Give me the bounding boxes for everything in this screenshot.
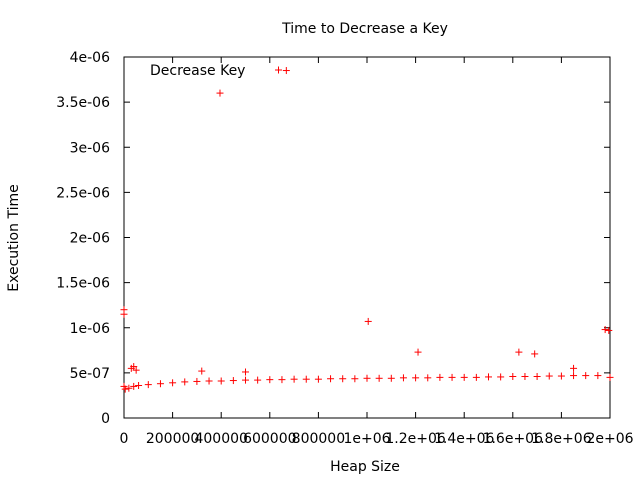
data-point — [351, 375, 359, 383]
data-point — [436, 373, 444, 381]
data-point — [144, 381, 152, 389]
data-point — [531, 350, 539, 358]
x-tick-label: 600000 — [243, 431, 296, 447]
data-point — [169, 379, 177, 387]
legend: Decrease Key — [150, 63, 282, 79]
data-point — [282, 67, 290, 75]
data-point — [327, 375, 335, 383]
data-point — [606, 373, 614, 381]
y-tick-label: 3.5e-06 — [56, 95, 110, 111]
data-point — [198, 367, 206, 375]
legend-label-decrease-key: Decrease Key — [150, 63, 245, 79]
data-point — [594, 372, 602, 380]
data-point — [460, 373, 468, 381]
data-point — [414, 348, 422, 356]
x-tick-label: 200000 — [146, 431, 199, 447]
x-tick-label: 1.2e+06 — [385, 431, 446, 447]
x-tick-label: 1e+06 — [343, 431, 390, 447]
data-point — [217, 377, 225, 385]
x-tick-label: 0 — [120, 431, 129, 447]
data-point — [205, 377, 213, 385]
y-tick-label: 1e-06 — [70, 321, 110, 337]
x-tick-label: 800000 — [292, 431, 345, 447]
data-point — [125, 384, 133, 392]
data-point — [497, 373, 505, 381]
data-point — [570, 372, 578, 380]
data-point — [363, 374, 371, 382]
y-tick-label: 2e-06 — [70, 231, 110, 247]
data-point — [412, 374, 420, 382]
data-point — [130, 363, 138, 371]
data-point — [120, 310, 128, 318]
data-point — [242, 368, 249, 376]
data-point — [156, 380, 164, 388]
data-point — [314, 375, 322, 383]
data-point — [605, 326, 613, 334]
y-axis-label: Execution Time — [6, 184, 22, 291]
data-point — [242, 376, 249, 384]
x-tick-label: 2e+06 — [586, 431, 633, 447]
data-point — [399, 374, 407, 382]
data-point — [290, 375, 298, 383]
data-point — [135, 382, 143, 390]
data-point — [472, 373, 480, 381]
data-point — [509, 372, 517, 380]
data-point — [521, 372, 529, 380]
axis-ticks: 0 2000004000006000008000001e+061.2e+061.4… — [56, 50, 633, 447]
data-point — [424, 374, 432, 382]
data-point — [387, 374, 395, 382]
data-point — [278, 376, 286, 384]
data-point — [557, 372, 565, 380]
plot-frame — [123, 56, 611, 419]
legend-marker — [275, 66, 282, 74]
data-point — [254, 376, 262, 384]
data-point — [364, 317, 372, 325]
data-point — [601, 326, 609, 334]
data-point — [582, 372, 590, 380]
chart-title: Time to Decrease a Key — [281, 21, 448, 37]
data-point — [448, 373, 456, 381]
data-points — [120, 67, 614, 393]
data-point — [216, 89, 224, 97]
y-tick-label: 4e-06 — [70, 50, 110, 66]
data-point — [193, 377, 201, 385]
data-point — [132, 366, 140, 374]
data-point — [485, 373, 492, 381]
y-tick-label: 1.5e-06 — [56, 276, 110, 292]
data-point — [515, 348, 523, 356]
data-point — [375, 374, 383, 382]
data-point — [339, 375, 347, 383]
data-point — [570, 364, 578, 372]
x-axis-label: Heap Size — [330, 459, 400, 475]
data-point — [121, 385, 129, 393]
data-point — [545, 372, 553, 380]
data-point — [181, 378, 189, 386]
data-point — [229, 377, 237, 385]
x-tick-label: 1.4e+06 — [434, 431, 495, 447]
y-tick-label: 5e-07 — [70, 366, 110, 382]
y-tick-label: 3e-06 — [70, 140, 110, 156]
data-point — [533, 372, 541, 380]
x-tick-label: 400000 — [194, 431, 247, 447]
data-point — [302, 375, 310, 383]
y-tick-label: 2.5e-06 — [56, 185, 110, 201]
x-tick-label: 1.6e+06 — [483, 431, 544, 447]
y-tick-label: 0 — [101, 411, 110, 427]
x-tick-label: 1.8e+06 — [531, 431, 592, 447]
data-point — [130, 382, 138, 390]
data-point — [266, 376, 274, 384]
